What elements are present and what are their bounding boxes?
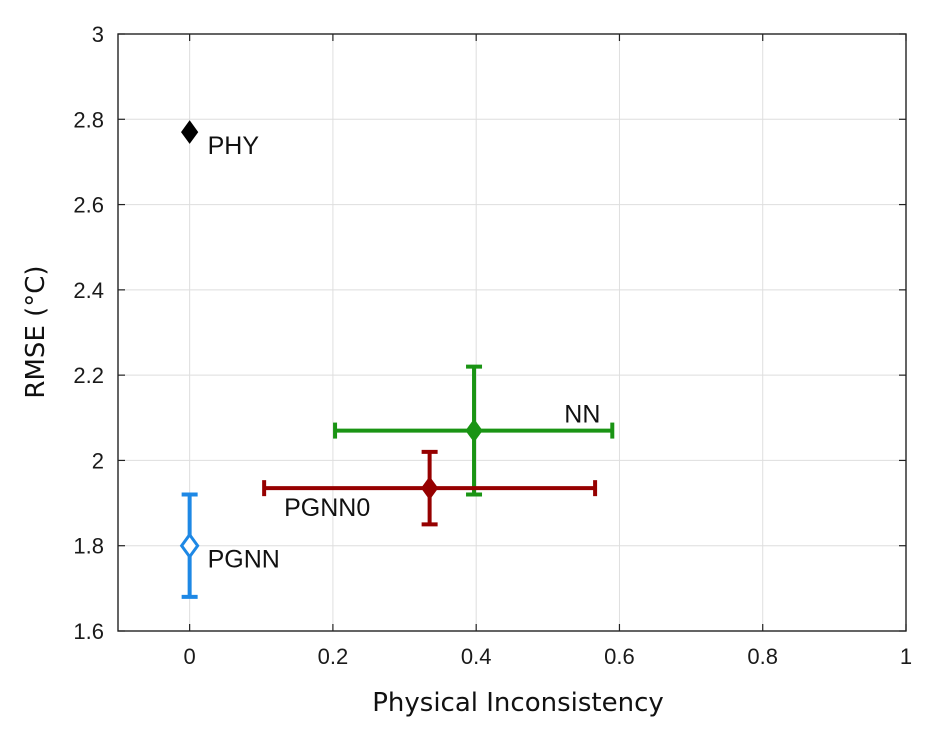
- data-point: [420, 476, 439, 500]
- x-axis-title: Physical Inconsistency: [372, 688, 664, 718]
- series-pgnn0: PGNN0: [262, 449, 598, 527]
- grid: [118, 33, 907, 632]
- data-point: [181, 120, 199, 144]
- y-tick-label: 1.6: [73, 619, 104, 644]
- x-tick-label: 0.8: [747, 644, 778, 669]
- x-tick-label: 1: [900, 644, 912, 669]
- plot-frame: [117, 33, 907, 632]
- x-tick-label: 0.2: [318, 644, 349, 669]
- axis-ticks: 0 0.2 0.4 0.6 0.8 1 1.6 1.8 2 2.2 2.4 2.6 2.8 3: [73, 22, 912, 669]
- data-label: PHY: [208, 132, 260, 160]
- series-phy: PHY: [181, 120, 260, 160]
- y-tick-label: 1.8: [73, 534, 104, 559]
- y-tick-label: 3: [92, 22, 104, 47]
- y-tick-label: 2.4: [73, 278, 104, 303]
- series-pgnn: PGNN: [179, 492, 280, 599]
- data-label: PGNN0: [284, 494, 370, 522]
- x-tick-label: 0: [184, 644, 196, 669]
- y-tick-label: 2.8: [73, 107, 104, 132]
- series-nn: NN: [333, 364, 615, 497]
- x-tick-label: 0.4: [461, 644, 492, 669]
- x-tick-label: 0.6: [604, 644, 635, 669]
- data-point: [179, 532, 200, 560]
- y-tick-label: 2.2: [73, 363, 104, 388]
- data-label: PGNN: [208, 546, 280, 574]
- y-tick-label: 2.6: [73, 193, 104, 218]
- data-label: NN: [564, 401, 600, 429]
- data-point: [465, 418, 483, 443]
- y-axis-title: RMSE (°C): [21, 265, 51, 398]
- y-tick-label: 2: [92, 448, 104, 473]
